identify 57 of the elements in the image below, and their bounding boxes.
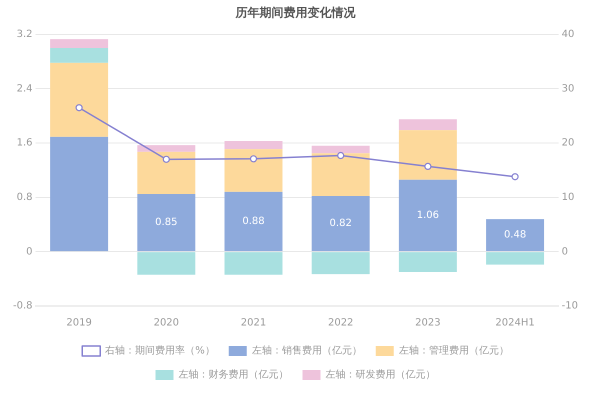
bar (50, 48, 108, 63)
legend-label: 左轴：财务费用（亿元） (178, 368, 288, 381)
bar (312, 252, 370, 274)
bar (398, 119, 457, 130)
bar (224, 149, 282, 192)
y2-tick-label: 40 (562, 28, 574, 40)
x-tick-label: 2023 (415, 318, 441, 329)
x-tick-label: 2019 (66, 318, 92, 329)
bar (398, 252, 457, 272)
bar (137, 145, 196, 152)
x-tick-label: 2024H1 (495, 318, 535, 329)
data-label: 0.85 (155, 217, 178, 228)
y-tick-label: 2.4 (16, 83, 33, 94)
legend-label: 右轴：期间费用率（%） (105, 344, 215, 357)
bar (312, 153, 370, 196)
bar (398, 180, 457, 252)
point (250, 155, 258, 162)
y2-tick-label: 0 (562, 246, 568, 258)
y-tick-label: 0.8 (16, 192, 33, 203)
point (337, 152, 344, 160)
bar (312, 196, 370, 252)
bar (137, 152, 196, 194)
x-tick-label: 2021 (240, 318, 266, 329)
y-tick-label: -0.8 (12, 300, 33, 312)
y2-tick-label: -10 (562, 300, 578, 312)
bar (224, 141, 282, 150)
data-label: 0.82 (330, 218, 352, 230)
y2-tick-label: 20 (562, 138, 574, 149)
legend-label: 左轴：销售费用（亿元） (252, 344, 362, 357)
x-tick-label: 2022 (328, 318, 354, 329)
data-label: 0.88 (242, 216, 265, 228)
bar (50, 62, 108, 137)
bar (50, 39, 108, 48)
bar (137, 252, 196, 275)
data-label: 0.48 (504, 230, 526, 241)
data-label: 1.06 (416, 210, 440, 222)
bar (398, 130, 457, 180)
point (424, 162, 432, 170)
bar (312, 146, 370, 154)
chart-title: 历年期间费用变化情况 (234, 5, 356, 20)
legend-label: 左轴：研发费用（亿元） (326, 368, 436, 381)
point (76, 104, 83, 112)
y2-tick-label: 10 (562, 192, 574, 203)
y2-tick-label: 30 (562, 83, 574, 94)
bar (486, 219, 544, 252)
point (162, 156, 170, 163)
bar (224, 192, 282, 252)
bar (486, 252, 544, 265)
y-tick-label: 3.2 (16, 28, 33, 40)
point (511, 173, 519, 180)
bar (224, 252, 282, 275)
y-tick-label: 0 (26, 246, 33, 258)
bar (50, 136, 108, 252)
legend-label: 左轴：管理费用（亿元） (398, 344, 509, 357)
bar (137, 194, 196, 252)
y-tick-label: 1.6 (16, 138, 33, 149)
x-tick-label: 2020 (154, 318, 180, 329)
